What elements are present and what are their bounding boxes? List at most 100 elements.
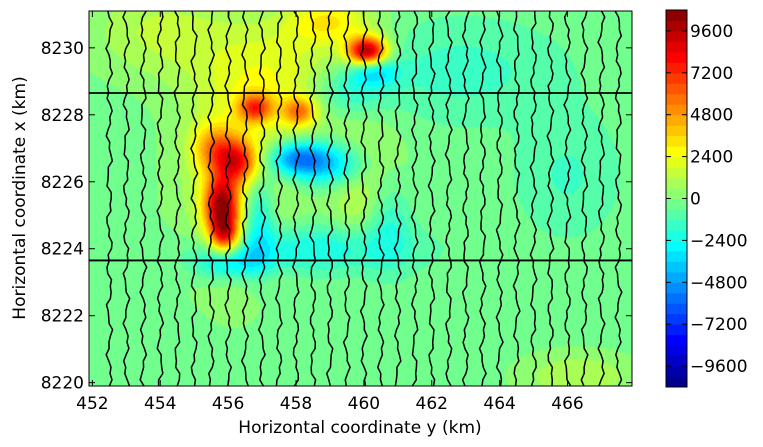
y-tick-label: 8226 xyxy=(41,173,84,193)
colorbar-band xyxy=(666,51,687,63)
colorbar-tick-label: −2400 xyxy=(690,231,748,251)
flight-line-vertical xyxy=(190,11,199,386)
colorbar-band xyxy=(666,177,687,189)
colorbar-band xyxy=(666,135,687,147)
x-tick-label: 456 xyxy=(212,394,244,414)
flight-line-vertical xyxy=(376,11,385,386)
colorbar-band xyxy=(666,229,687,241)
y-axis-ticks: 8220 8222 8224 8226 8228 8230 xyxy=(41,39,632,394)
flight-line-vertical xyxy=(580,11,589,386)
x-tick-label: 462 xyxy=(416,394,448,414)
y-tick-label: 8224 xyxy=(41,240,84,260)
colorbar-band xyxy=(666,303,687,315)
x-tick-label: 460 xyxy=(348,394,380,414)
colorbar-band xyxy=(666,240,687,252)
y-tick-label: 8220 xyxy=(41,374,84,394)
colorbar: 9600 7200 4800 2400 0 −2400 −4800 −7200 −9600 xyxy=(665,9,748,388)
colorbar-tick-label: 7200 xyxy=(690,64,733,84)
colorbar-tick-label: −4800 xyxy=(690,273,748,293)
flight-line-vertical xyxy=(274,11,284,386)
colorbar-tick-label: −7200 xyxy=(690,315,748,335)
colorbar-band xyxy=(666,271,687,283)
colorbar-band xyxy=(666,93,687,105)
colorbar-band xyxy=(666,355,687,367)
flight-line-vertical xyxy=(359,11,369,386)
colorbar-band xyxy=(666,62,687,74)
x-tick-label: 458 xyxy=(280,394,312,414)
colorbar-band xyxy=(666,72,687,84)
colorbar-band xyxy=(666,30,687,42)
flight-line-vertical xyxy=(546,11,555,386)
colorbar-band xyxy=(666,261,687,273)
flight-line-vertical xyxy=(139,11,148,386)
colorbar-band xyxy=(666,250,687,262)
colorbar-band xyxy=(666,125,687,137)
x-tick-label: 452 xyxy=(76,394,108,414)
flight-line-vertical xyxy=(257,11,267,386)
colorbar-band xyxy=(666,146,687,158)
y-axis-label: Horizontal coordinate x (km) xyxy=(10,76,30,319)
x-axis-label: Horizontal coordinate y (km) xyxy=(238,418,481,438)
flight-line-vertical xyxy=(512,11,521,386)
flight-line-vertical xyxy=(224,11,233,386)
flight-lines xyxy=(89,11,632,386)
flight-line-vertical xyxy=(393,11,402,386)
flight-line-vertical xyxy=(240,11,250,386)
flight-line-vertical xyxy=(614,11,623,386)
flight-line-vertical xyxy=(207,11,216,386)
colorbar-band xyxy=(666,334,687,346)
colorbar-band xyxy=(666,198,687,210)
y-tick-label: 8222 xyxy=(41,307,84,327)
flight-line-vertical xyxy=(122,11,131,386)
flight-line-vertical xyxy=(410,11,419,386)
colorbar-band xyxy=(666,114,687,126)
flight-line-vertical xyxy=(529,11,538,386)
colorbar-band xyxy=(666,156,687,168)
x-tick-label: 466 xyxy=(551,394,583,414)
colorbar-band xyxy=(666,219,687,231)
colorbar-band xyxy=(666,167,687,179)
colorbar-tick-label: −9600 xyxy=(690,357,748,377)
colorbar-bands xyxy=(666,10,687,388)
flight-line-vertical xyxy=(156,11,165,386)
colorbar-band xyxy=(666,83,687,95)
x-tick-label: 454 xyxy=(144,394,176,414)
flight-line-vertical xyxy=(444,11,453,386)
flight-line-vertical xyxy=(308,11,318,386)
flight-line-vertical xyxy=(563,11,572,386)
colorbar-band xyxy=(666,208,687,220)
flight-line-vertical xyxy=(478,11,487,386)
colorbar-band xyxy=(666,366,687,378)
flight-line-vertical xyxy=(597,11,606,386)
colorbar-band xyxy=(666,104,687,116)
x-tick-label: 464 xyxy=(483,394,515,414)
flight-line-vertical xyxy=(105,11,114,386)
flight-line-vertical xyxy=(495,11,504,386)
colorbar-tick-label: 4800 xyxy=(690,106,733,126)
flight-line-vertical xyxy=(461,11,470,386)
y-tick-label: 8228 xyxy=(41,106,84,126)
plot-area: 452 454 456 458 460 462 464 466 822082228224822… xyxy=(41,10,633,414)
colorbar-band xyxy=(666,324,687,336)
colorbar-band xyxy=(666,20,687,32)
flight-line-vertical xyxy=(427,11,436,386)
colorbar-band xyxy=(666,282,687,294)
colorbar-band xyxy=(666,376,687,388)
colorbar-band xyxy=(666,313,687,325)
colorbar-ticks: 9600 7200 4800 2400 0 −2400 −4800 −7200 −9600 xyxy=(666,22,748,377)
colorbar-band xyxy=(666,345,687,357)
plot-frame xyxy=(88,10,633,387)
y-tick-label: 8230 xyxy=(41,39,84,59)
colorbar-tick-label: 0 xyxy=(690,190,701,210)
colorbar-band xyxy=(666,188,687,199)
colorbar-band xyxy=(666,10,687,21)
flight-line-vertical xyxy=(325,11,335,386)
flight-line-vertical xyxy=(342,11,352,386)
colorbar-tick-label: 2400 xyxy=(690,148,733,168)
x-axis-ticks: 452 454 456 458 460 462 464 466 xyxy=(76,11,584,414)
colorbar-band xyxy=(666,292,687,304)
flight-line-vertical xyxy=(173,11,182,386)
colorbar-tick-label: 9600 xyxy=(690,22,733,42)
colorbar-band xyxy=(666,41,687,53)
